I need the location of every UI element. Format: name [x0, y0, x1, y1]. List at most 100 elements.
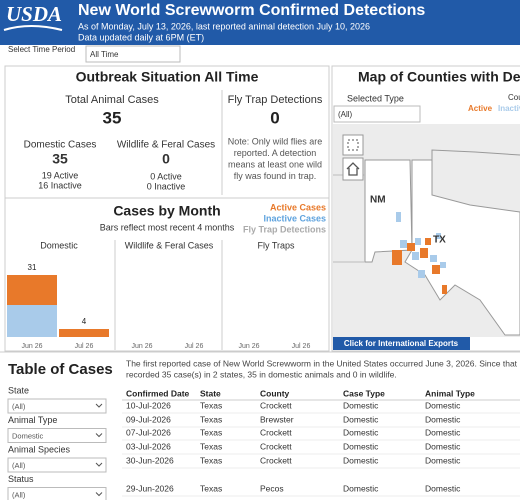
note-line: Note: Only wild flies are — [228, 136, 323, 146]
table-cell: Domestic — [343, 455, 379, 465]
home-tool[interactable] — [342, 157, 364, 181]
panel-title: Domestic — [40, 240, 78, 250]
column-header: Case Type — [343, 388, 385, 398]
bar — [7, 275, 57, 305]
filter-dropdown[interactable] — [7, 487, 107, 500]
stat-label: Wildlife & Feral Cases — [117, 140, 215, 151]
column-header: State — [200, 388, 221, 398]
table-cell: Crockett — [260, 400, 292, 410]
column-header: Confirmed Date — [126, 388, 190, 398]
filter-dropdown[interactable] — [7, 398, 107, 414]
map-panel — [331, 65, 520, 352]
stat-value: 0 — [270, 108, 279, 127]
dropdown-value: Domestic — [12, 431, 44, 440]
legend-active: Active Cases — [270, 202, 326, 212]
state-border — [431, 149, 520, 160]
x-tick-label: Jul 26 — [185, 343, 204, 350]
x-tick-label: Jul 26 — [292, 343, 311, 350]
stat-value: 35 — [103, 108, 122, 127]
stat-label: Domestic Cases — [24, 140, 97, 151]
dropdown-value: All Time — [90, 50, 119, 59]
dropdown-value: (All) — [12, 402, 26, 411]
table-cell: 29-Jun-2026 — [126, 483, 174, 493]
title: New World Screwworm Confirmed Detections — [78, 2, 425, 19]
table-cell: Texas — [200, 455, 222, 465]
county-markers — [392, 212, 447, 294]
time-dropdown[interactable] — [85, 45, 181, 63]
filter-dropdown[interactable] — [7, 457, 107, 473]
column-header: County — [260, 388, 290, 398]
map-legend-active: Active — [468, 104, 493, 113]
table-cell: Domestic — [425, 455, 461, 465]
table-cell: 10-Jul-2026 — [126, 400, 171, 410]
table-cell: Domestic — [425, 483, 461, 493]
button-label: Click for International Exports — [344, 339, 459, 348]
table-cell: Domestic — [343, 400, 379, 410]
filter-label: Selected Type — [347, 93, 404, 103]
type-dropdown[interactable] — [333, 105, 421, 123]
state-label: NM — [370, 195, 386, 206]
note-line: fly was found in trap. — [234, 171, 317, 181]
note: Note: Only wild flies are reported. A det… — [228, 136, 323, 181]
table-cell: Domestic — [425, 427, 461, 437]
x-tick-label: Jun 26 — [21, 343, 42, 350]
select-icon — [347, 139, 359, 151]
dropdown-value: (All) — [338, 110, 353, 119]
legend-fly-trap: Fly Trap Detections — [243, 224, 326, 234]
dropdown-arrow — [95, 462, 103, 467]
stat-detail: 16 Inactive — [38, 180, 82, 190]
filter-label: Animal Species — [8, 444, 71, 454]
x-tick-label: Jun 26 — [238, 343, 259, 350]
header-band — [0, 0, 520, 45]
table-cell: Texas — [200, 414, 222, 424]
total-label: 31 — [28, 263, 37, 272]
table-cell: Crockett — [260, 427, 292, 437]
stat-label: Total Animal Cases — [65, 94, 159, 106]
select-tool[interactable] — [342, 134, 364, 156]
table-cell: Domestic — [425, 441, 461, 451]
filter-label: Select Time Period — [8, 45, 75, 54]
map-legend-title: Count — [508, 93, 520, 102]
logo: USDA — [6, 2, 62, 26]
table-cell: Texas — [200, 441, 222, 451]
export-button[interactable] — [333, 337, 470, 350]
table-title: Table of Cases — [8, 361, 113, 378]
stat-label: Fly Trap Detections — [228, 94, 323, 106]
stat-detail: 0 Active — [150, 171, 182, 181]
summary-panel — [4, 65, 330, 352]
table-cell: Brewster — [260, 414, 294, 424]
update-note: Data updated daily at 6PM (ET) — [78, 32, 204, 42]
intro-line: recorded 35 case(s) in 2 states, 35 in d… — [126, 369, 397, 379]
subtitle: As of Monday, July 13, 2026, last report… — [78, 21, 370, 31]
logo-swoosh — [3, 25, 63, 31]
table-cell: Pecos — [260, 483, 284, 493]
table-cell: Domestic — [343, 414, 379, 424]
column-header: Animal Type — [425, 388, 475, 398]
table-cell: Texas — [200, 400, 222, 410]
table-cell: Domestic — [343, 427, 379, 437]
map-legend-inactive: Inactive — [498, 104, 520, 113]
dropdown-arrow — [95, 403, 103, 408]
table-cell: 09-Jul-2026 — [126, 414, 171, 424]
intro: The first reported case of New World Scr… — [126, 358, 518, 379]
note-line: means at least one wild — [228, 159, 322, 169]
bar — [59, 329, 109, 337]
stat-detail: 0 Inactive — [147, 181, 186, 191]
table-cell: Domestic — [343, 441, 379, 451]
stat-value: 35 — [52, 151, 68, 167]
dropdown-arrow — [95, 433, 103, 438]
dropdown-arrow — [95, 492, 103, 497]
table-cell: 07-Jul-2026 — [126, 427, 171, 437]
x-tick-label: Jun 26 — [131, 343, 152, 350]
table-cell: 03-Jul-2026 — [126, 441, 171, 451]
filter-label: State — [8, 385, 29, 395]
stat-value: 0 — [162, 151, 170, 167]
panel-title: Outbreak Situation All Time — [76, 69, 259, 85]
panel-title: Wildlife & Feral Cases — [125, 240, 214, 250]
filter-dropdown[interactable] — [7, 428, 107, 443]
table-cell: Crockett — [260, 441, 292, 451]
table-cell: Texas — [200, 427, 222, 437]
chart-title: Cases by Month — [113, 203, 220, 219]
x-tick-label: Jul 26 — [75, 343, 94, 350]
